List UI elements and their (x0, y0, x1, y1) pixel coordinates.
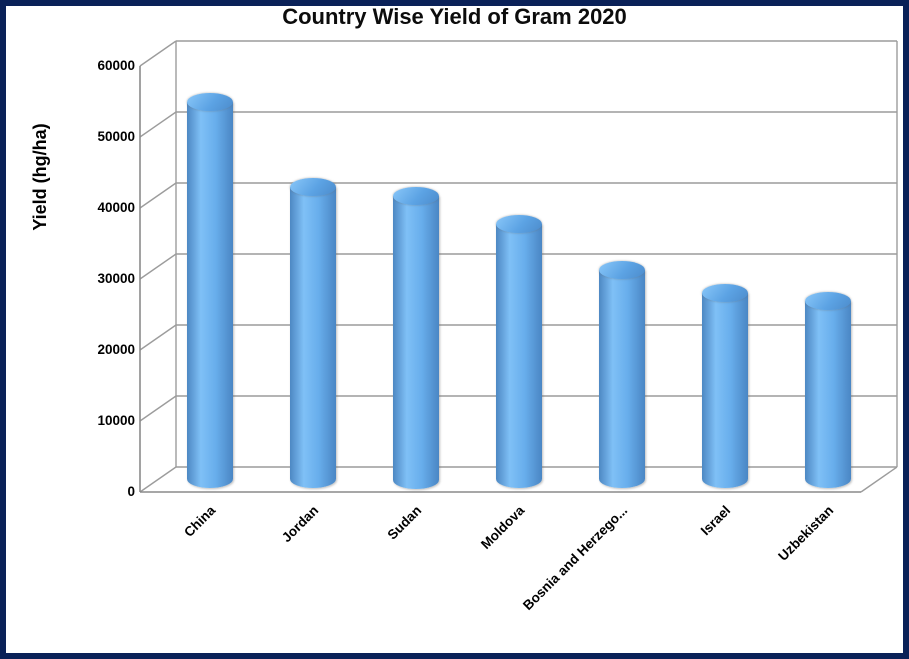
y-tick-label: 20000 (97, 342, 135, 357)
cylinder-bar-body (289, 186, 336, 489)
y-tick-label: 50000 (97, 129, 135, 144)
cylinder-bar-top (598, 261, 645, 280)
tick-depth-connector (139, 111, 177, 138)
cylinder-bar-top (289, 177, 336, 196)
floor-right-edge (860, 466, 898, 493)
cylinder-bar-body (186, 101, 233, 489)
cylinder-bar-body (392, 195, 439, 489)
cylinder-bar-body (495, 223, 542, 489)
tick-depth-connector (139, 324, 177, 351)
cylinder-bar-top (701, 283, 748, 302)
tick-depth-connector (139, 466, 177, 493)
y-tick-label: 60000 (97, 58, 135, 73)
tick-depth-connector (139, 253, 177, 280)
y-tick-label: 30000 (97, 271, 135, 286)
cylinder-bar-body (598, 270, 645, 489)
cylinder-bar-top (186, 92, 233, 111)
y-tick-label: 0 (127, 484, 135, 499)
cylinder-bar-body (804, 300, 851, 489)
tick-depth-connector (139, 395, 177, 422)
cylinder-bar-top (495, 214, 542, 233)
y-tick-label: 10000 (97, 413, 135, 428)
cylinder-bar-top (392, 186, 439, 205)
y-tick-label: 40000 (97, 200, 135, 215)
chart-title: Country Wise Yield of Gram 2020 (282, 4, 627, 29)
cylinder-bar-top (804, 291, 851, 310)
tick-depth-connector (139, 182, 177, 209)
tick-depth-connector (139, 40, 177, 67)
cylinder-bar-body (701, 292, 748, 489)
